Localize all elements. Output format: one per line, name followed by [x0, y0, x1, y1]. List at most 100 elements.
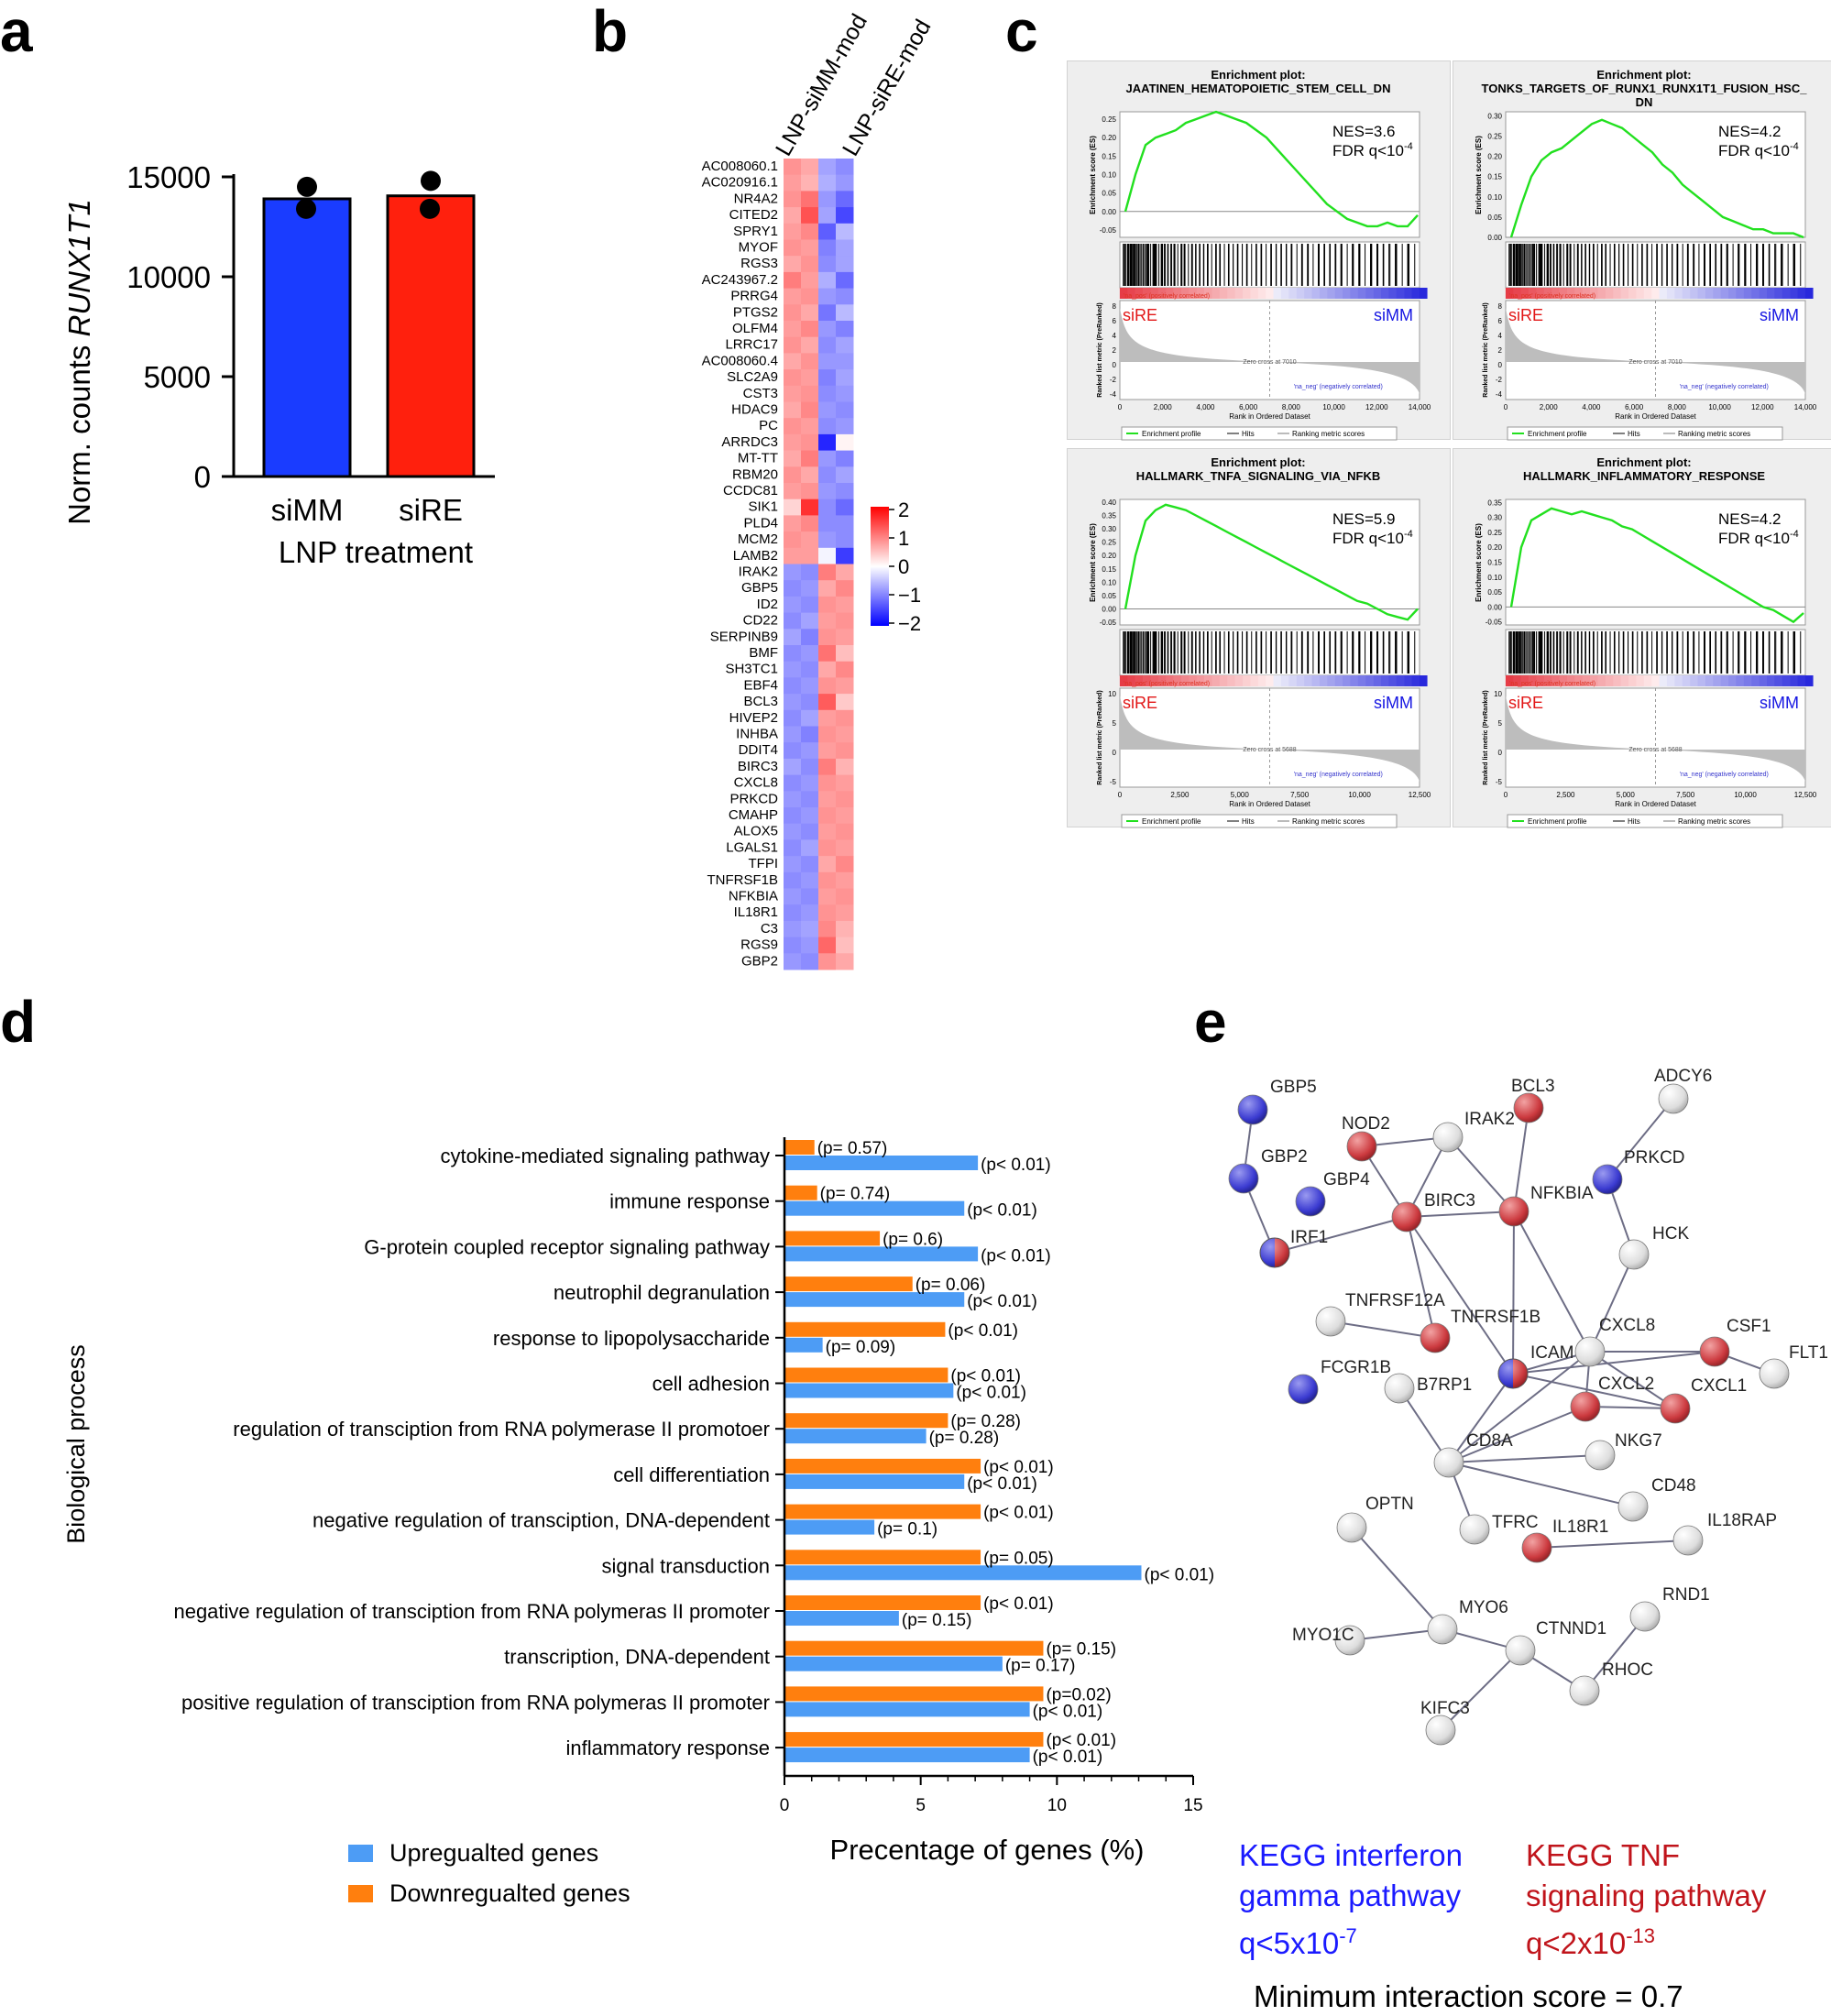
heatmap-cell — [784, 742, 802, 760]
heatmap-cell — [818, 904, 837, 922]
heatmap-cell — [818, 159, 837, 176]
gene-label: OLFM4 — [732, 321, 778, 336]
node-label-gbp4: GBP4 — [1323, 1170, 1370, 1189]
y-tick-label: 10000 — [126, 260, 211, 294]
heatmap-cell — [836, 677, 854, 695]
heatmap-cell — [836, 159, 854, 176]
heatmap-cell — [784, 904, 802, 922]
process-label: transcription, DNA-dependent — [504, 1646, 770, 1669]
neg-corr-label: 'na_neg' (negatively correlated) — [1294, 772, 1383, 778]
node-prkcd — [1592, 1164, 1623, 1195]
data-point — [420, 198, 440, 219]
heatmap-cell — [784, 271, 802, 290]
rank-tick-label: 2,000 — [1540, 403, 1559, 411]
es-tick-label: 0.10 — [1102, 578, 1116, 586]
gsea-title-1: Enrichment plot: — [1211, 68, 1305, 82]
metric-tick-label: 2 — [1498, 346, 1503, 355]
gene-label: CST3 — [743, 386, 778, 401]
process-label: immune response — [609, 1190, 770, 1213]
rank-color-strip — [1119, 288, 1428, 299]
kegg-ifn-line-1: KEGG interferon — [1239, 1838, 1463, 1872]
gene-label: AC008060.4 — [702, 353, 778, 368]
rank-tick-label: 14,000 — [1409, 403, 1431, 411]
process-row: cell adhesion (p< 0.01)(p< 0.01) — [652, 1367, 1026, 1403]
rank-tick-label: 5,000 — [1617, 791, 1636, 799]
pval-upregulated: (p= 0.17) — [1005, 1657, 1076, 1676]
es-axis-label: Enrichment score (ES) — [1475, 136, 1483, 214]
fdr-value: FDR q<10-4 — [1332, 141, 1413, 159]
heatmap-cell — [784, 256, 802, 273]
pval-upregulated: (p= 0.28) — [929, 1429, 1000, 1448]
heatmap-cell — [801, 256, 819, 273]
node-gbp5 — [1237, 1094, 1268, 1125]
heatmap-cell — [784, 758, 802, 776]
heatmap-cell — [784, 207, 802, 225]
node-myo1c — [1334, 1625, 1365, 1656]
heatmap-cell — [818, 174, 837, 192]
es-tick-label: 0.10 — [1487, 574, 1502, 582]
node-gbp4 — [1295, 1186, 1326, 1217]
es-tick-label: 0.40 — [1102, 499, 1116, 507]
heatmap-cell — [801, 288, 819, 305]
neg-group-label: siMM — [1374, 306, 1413, 324]
rank-tick-label: 10,000 — [1348, 791, 1371, 799]
metric-tick-label: 10 — [1108, 690, 1116, 698]
gene-label: LRRC17 — [725, 337, 778, 353]
data-point — [421, 170, 441, 192]
es-tick-label: 0.10 — [1102, 171, 1116, 180]
heatmap-cell — [836, 871, 854, 889]
bar-upregulated — [784, 1156, 979, 1170]
heatmap-cell — [784, 661, 802, 678]
node-label-irak2: IRAK2 — [1464, 1110, 1515, 1129]
heatmap-cell — [818, 888, 837, 905]
process-row: regulation of transciption from RNA poly… — [233, 1412, 1021, 1448]
nes-value: NES=4.2 — [1718, 510, 1782, 528]
heatmap-cell — [818, 774, 837, 792]
process-row: signal transduction (p= 0.05) (p< 0.01) — [602, 1549, 1215, 1584]
pos-group-label: siRE — [1508, 306, 1543, 324]
y-axis-label-gene: RUNX1T1 — [62, 199, 96, 336]
heatmap-cell — [801, 953, 819, 970]
node-b7rp1 — [1384, 1373, 1415, 1404]
rank-tick-label: 7,500 — [1676, 791, 1695, 799]
metric-tick-label: 5 — [1498, 719, 1503, 728]
heatmap-cell — [818, 369, 837, 387]
heatmap-cell — [818, 709, 837, 727]
heatmap-cell — [784, 888, 802, 905]
node-adcy6 — [1658, 1083, 1689, 1114]
heatmap-cell — [801, 742, 819, 760]
bar-downregulated — [784, 1686, 1044, 1702]
heatmap-cell — [836, 694, 854, 711]
pval-upregulated: (p< 0.01) — [967, 1292, 1037, 1311]
es-tick-label: 0.05 — [1102, 592, 1116, 600]
node-label-rhoc: RHOC — [1602, 1660, 1653, 1680]
node-il18r1 — [1521, 1532, 1552, 1563]
node-label-csf1: CSF1 — [1727, 1317, 1771, 1336]
pval-downregulated: (p< 0.01) — [983, 1504, 1054, 1523]
legend-label-upregulated: Upregualted genes — [389, 1839, 598, 1867]
gsea-title-1: Enrichment plot: — [1596, 68, 1691, 82]
heatmap-cell — [836, 580, 854, 597]
metric-tick-label: 5 — [1113, 719, 1117, 728]
rank-color-strip — [1505, 675, 1814, 686]
es-tick-label: 0.15 — [1102, 152, 1116, 160]
es-tick-label: 0.15 — [1487, 173, 1502, 181]
heatmap-cell — [818, 807, 837, 825]
gsea-plot-2: Enrichment plot:TONKS_TARGETS_OF_RUNX1_R… — [1475, 68, 1817, 441]
network-edge — [1448, 1462, 1634, 1507]
heatmap-cell — [836, 791, 854, 808]
heatmap-cell — [784, 466, 802, 484]
heatmap-cell — [801, 661, 819, 678]
heatmap-cell — [784, 580, 802, 597]
bar-upregulated — [784, 1429, 926, 1444]
gene-label: INHBA — [736, 727, 778, 742]
gene-label: SERPINB9 — [710, 629, 778, 644]
rank-tick-label: 8,000 — [1282, 403, 1301, 411]
heatmap-cell — [784, 547, 802, 564]
panel-letter-a: a — [0, 0, 33, 64]
node-label-tfrc: TFRC — [1492, 1513, 1539, 1532]
es-tick-label: 0.05 — [1487, 588, 1502, 597]
gene-label: NR4A2 — [734, 191, 778, 206]
gsea-title-2: TONKS_TARGETS_OF_RUNX1_RUNX1T1_FUSION_HS… — [1482, 82, 1808, 95]
x-axis-label: Precentage of genes (%) — [830, 1834, 1145, 1866]
